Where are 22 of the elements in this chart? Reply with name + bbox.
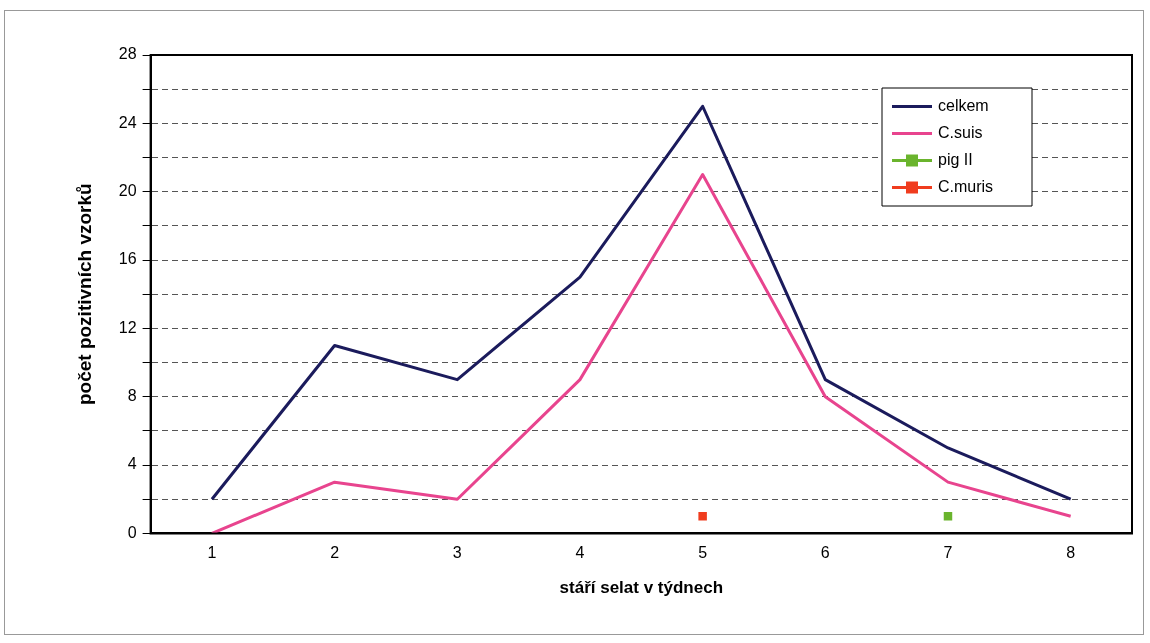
x-tick-label: 8	[1066, 544, 1076, 562]
y-tick-label: 28	[118, 45, 137, 63]
y-tick-label: 20	[118, 182, 137, 200]
y-tick-label: 16	[118, 250, 137, 268]
x-tick-label: 6	[820, 544, 830, 562]
legend-label: C.suis	[938, 123, 983, 141]
y-tick-label: 12	[118, 318, 137, 336]
legend-label: pig II	[938, 150, 973, 168]
y-axis-title: počet pozitivních vzorků	[73, 183, 95, 406]
x-axis-title: stáří selat v týdnech	[559, 578, 724, 598]
y-tick-label: 0	[127, 523, 137, 541]
y-tick-label: 4	[127, 455, 137, 473]
x-tick-label: 7	[943, 544, 953, 562]
legend-label: C.muris	[938, 177, 994, 195]
y-tick-label: 24	[118, 113, 137, 131]
legend-label: celkem	[938, 96, 989, 114]
x-tick-label: 5	[698, 544, 708, 562]
x-tick-label: 3	[452, 544, 462, 562]
x-tick-label: 2	[330, 544, 340, 562]
y-tick-label: 8	[127, 387, 137, 405]
x-tick-label: 4	[575, 544, 585, 562]
x-tick-label: 1	[207, 544, 217, 562]
